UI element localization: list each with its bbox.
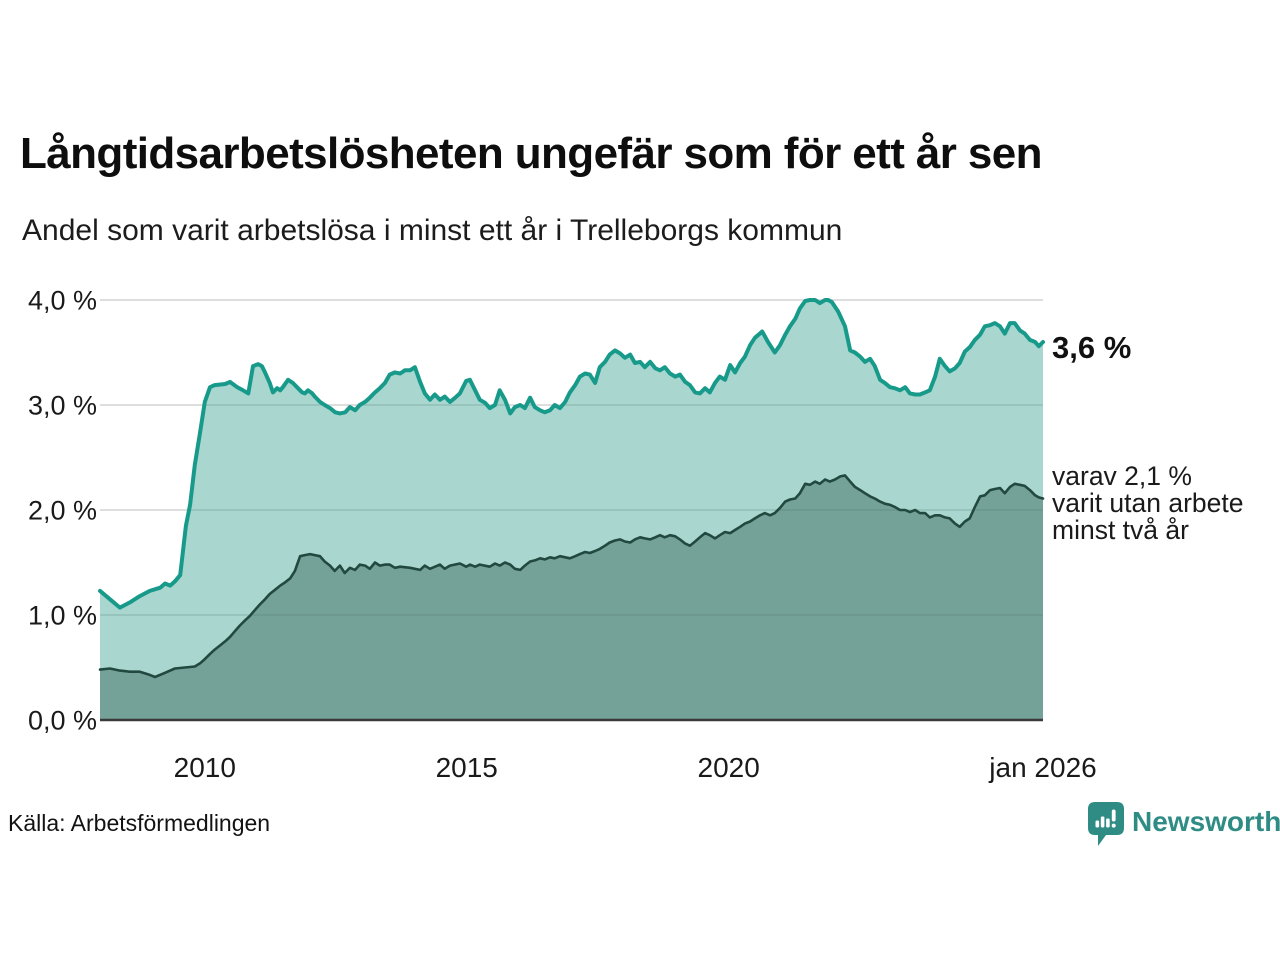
y-tick-label: 3,0 %: [28, 391, 97, 421]
end-value-label-secondary: varav 2,1 % varit utan arbete minst två …: [1052, 463, 1244, 544]
annotation-line: minst två år: [1052, 515, 1189, 545]
x-tick-label: jan 2026: [988, 752, 1096, 783]
newsworthy-wordmark: Newsworthy: [1132, 806, 1280, 837]
series-area-two-years: [100, 475, 1043, 720]
y-tick-label: 2,0 %: [28, 496, 97, 526]
y-tick-label: 1,0 %: [28, 601, 97, 631]
newsworthy-brand: Newsworthy: [1088, 802, 1280, 847]
annotation-line: varav 2,1 %: [1052, 461, 1192, 491]
y-tick-label: 4,0 %: [28, 286, 97, 316]
chart-subtitle: Andel som varit arbetslösa i minst ett å…: [22, 214, 843, 247]
end-value-label-primary: 3,6 %: [1052, 330, 1132, 365]
series-line-one-year: [98, 298, 1045, 610]
series-line-two-years: [98, 474, 1045, 679]
x-tick-label: 2020: [698, 752, 760, 783]
annotation-line: varit utan arbete: [1052, 488, 1244, 518]
chart-title: Långtidsarbetslösheten ungefär som för e…: [20, 129, 1043, 178]
x-tick-label: 2015: [436, 752, 498, 783]
newsworthy-logo-icon: [1088, 802, 1124, 846]
y-tick-label: 0,0 %: [28, 706, 97, 736]
source-attribution: Källa: Arbetsförmedlingen: [8, 810, 271, 836]
x-tick-label: 2010: [174, 752, 236, 783]
